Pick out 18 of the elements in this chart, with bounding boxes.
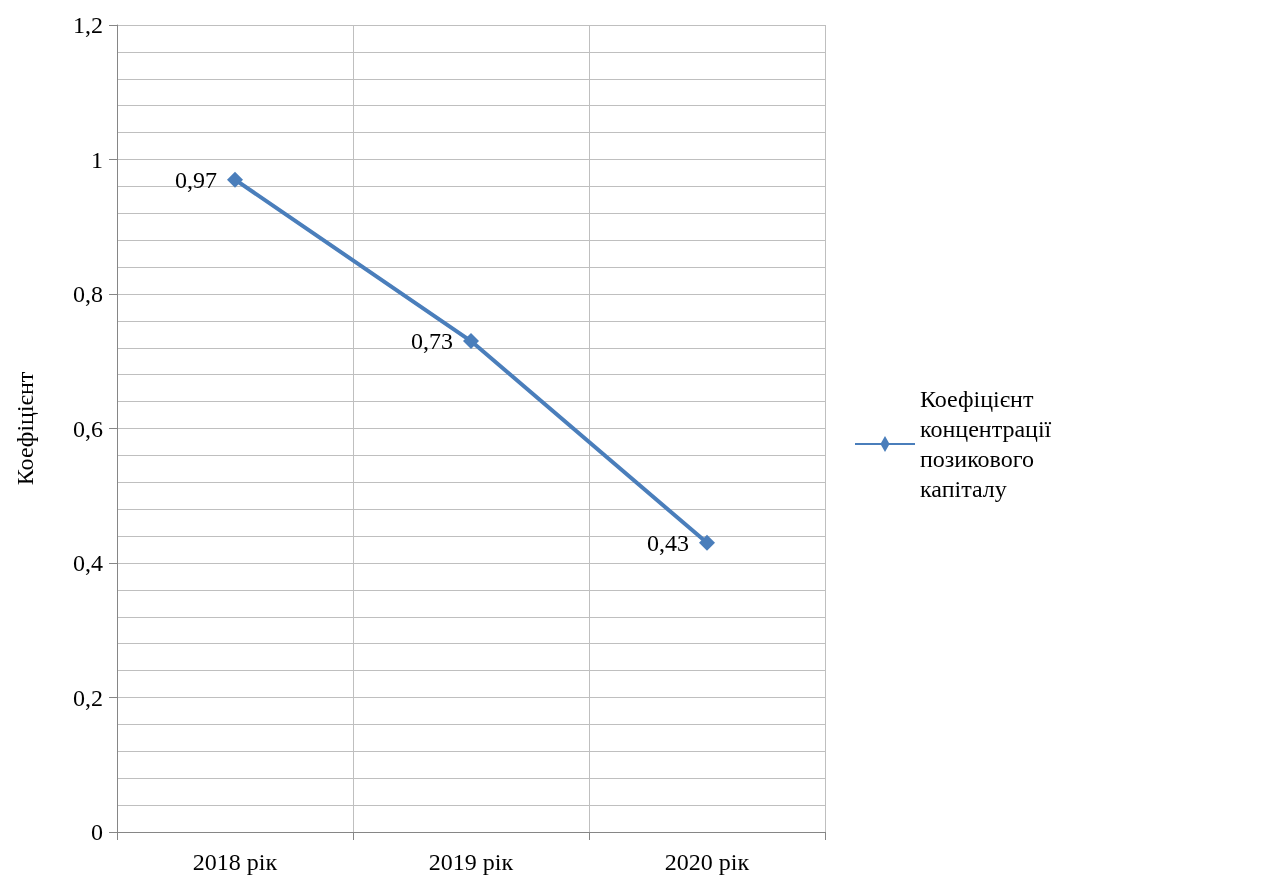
point: [227, 171, 243, 188]
y-tick-label: 1: [91, 146, 103, 173]
x-tick-label: 2019 рік: [428, 849, 514, 875]
y-tick-label: 0,8: [73, 281, 103, 307]
text: 0,97: [175, 166, 217, 193]
y-tick-label: 0,6: [73, 415, 103, 442]
y-tick-label: 0,2: [73, 684, 103, 711]
y-axis-title: Коефіцієнт: [12, 371, 38, 486]
y-tick-label: 0: [91, 819, 103, 845]
text: 0,43: [647, 529, 689, 556]
point: [699, 534, 715, 551]
legend-label: Коефіцієнт концентрації позикового капіталу: [920, 386, 1058, 502]
text: 0,73: [411, 328, 453, 355]
x-tick-label: 2018 рік: [192, 849, 278, 875]
point: [463, 333, 479, 350]
y-tick-label: 1,2: [73, 12, 103, 38]
y-tick-label: 0,4: [73, 550, 103, 576]
x-tick-label: 2020 рік: [664, 849, 750, 875]
